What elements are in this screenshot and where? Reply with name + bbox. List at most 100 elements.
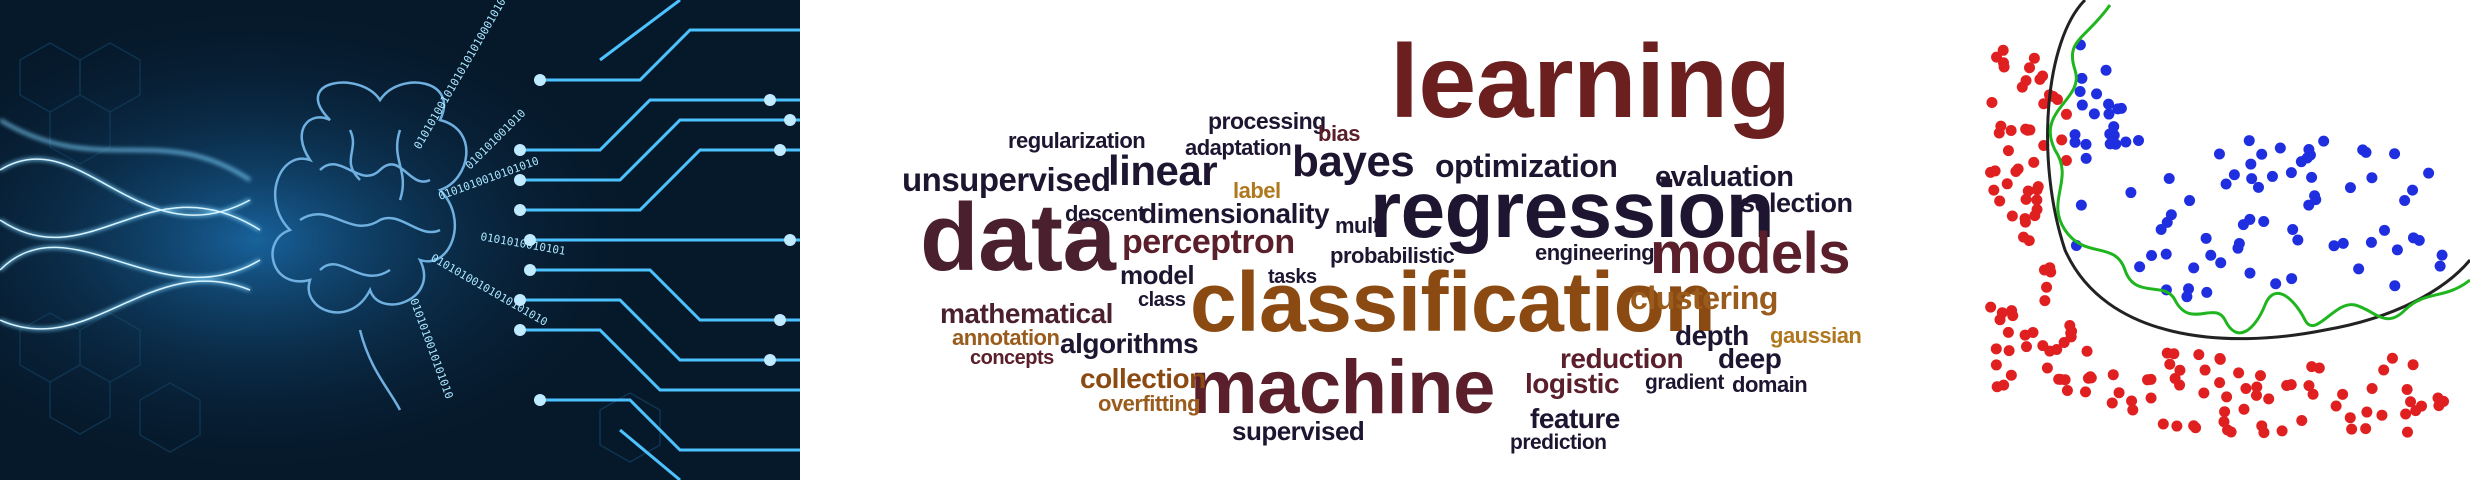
cloud-word: logistic bbox=[1525, 368, 1620, 399]
blue-class-point bbox=[2258, 216, 2270, 228]
blue-class-point bbox=[2112, 103, 2124, 115]
red-class-point bbox=[2145, 373, 2157, 385]
red-class-point bbox=[2169, 372, 2181, 384]
red-class-point bbox=[2010, 166, 2022, 178]
blue-class-point bbox=[2160, 248, 2172, 260]
red-class-point bbox=[2344, 412, 2356, 424]
cloud-word: regularization bbox=[1008, 128, 1146, 153]
blue-class-point bbox=[2389, 280, 2401, 292]
blue-class-point bbox=[2215, 257, 2227, 269]
red-class-point bbox=[2214, 353, 2226, 365]
cloud-word: machine bbox=[1190, 345, 1495, 430]
cloud-word: perceptron bbox=[1122, 223, 1295, 261]
red-class-point bbox=[2400, 408, 2412, 420]
blue-class-point bbox=[2220, 178, 2232, 190]
red-class-point bbox=[2005, 124, 2017, 136]
blue-class-point bbox=[2286, 273, 2298, 285]
red-class-point bbox=[1989, 165, 2001, 177]
blue-class-point bbox=[2201, 286, 2213, 298]
red-class-point bbox=[2006, 210, 2018, 222]
red-class-point bbox=[2031, 194, 2043, 206]
red-class-point bbox=[2240, 383, 2252, 395]
cloud-word: bias bbox=[1318, 121, 1361, 146]
blue-class-point bbox=[2344, 182, 2356, 194]
blue-class-point bbox=[2213, 148, 2225, 160]
red-class-point bbox=[2164, 358, 2176, 370]
cloud-word: domain bbox=[1732, 372, 1808, 397]
red-class-point bbox=[2113, 387, 2125, 399]
red-class-point bbox=[2337, 388, 2349, 400]
red-class-point bbox=[2039, 295, 2051, 307]
blue-class-point bbox=[2165, 209, 2177, 221]
blue-class-point bbox=[2244, 267, 2256, 279]
cloud-word: descent bbox=[1065, 201, 1145, 226]
red-class-point bbox=[2188, 420, 2200, 432]
blue-class-point bbox=[2069, 129, 2081, 141]
blue-class-point bbox=[2413, 234, 2425, 246]
cloud-word: evaluation bbox=[1655, 161, 1794, 193]
blue-class-point bbox=[2407, 184, 2419, 196]
blue-class-point bbox=[2274, 142, 2286, 154]
red-class-point bbox=[2107, 369, 2119, 381]
blue-class-point bbox=[2353, 263, 2365, 275]
cloud-word: gradient bbox=[1645, 371, 1724, 394]
blue-class-point bbox=[2246, 173, 2258, 185]
blue-class-point bbox=[2285, 167, 2297, 179]
blue-class-point bbox=[2228, 169, 2240, 181]
blue-class-point bbox=[2074, 86, 2086, 98]
red-class-point bbox=[2296, 414, 2308, 426]
blue-class-point bbox=[2318, 135, 2330, 147]
red-class-point bbox=[2038, 98, 2050, 110]
red-class-point bbox=[2106, 397, 2118, 409]
red-class-point bbox=[2219, 406, 2231, 418]
red-class-point bbox=[2061, 384, 2073, 396]
red-class-point bbox=[2346, 423, 2358, 435]
blue-class-point bbox=[2100, 64, 2112, 76]
blue-class-point bbox=[2103, 98, 2115, 110]
cloud-word: models bbox=[1650, 221, 1851, 286]
red-class-point bbox=[2405, 396, 2417, 408]
red-class-point bbox=[2002, 326, 2014, 338]
cloud-word: depth bbox=[1675, 320, 1749, 351]
blue-class-point bbox=[2256, 148, 2268, 160]
blue-class-point bbox=[2243, 135, 2255, 147]
blue-class-point bbox=[2103, 108, 2115, 120]
red-class-point bbox=[2041, 362, 2053, 374]
cloud-word: reduction bbox=[1560, 343, 1684, 374]
blue-class-point bbox=[2200, 232, 2212, 244]
blue-class-point bbox=[2310, 194, 2322, 206]
overfit-decision-boundary bbox=[2048, 4, 2470, 335]
blue-class-point bbox=[2301, 152, 2313, 164]
blue-class-point bbox=[2328, 240, 2340, 252]
red-class-point bbox=[1994, 314, 2006, 326]
red-class-point bbox=[2003, 345, 2015, 357]
red-class-point bbox=[2313, 362, 2325, 374]
red-class-point bbox=[2221, 391, 2233, 403]
blue-class-point bbox=[2188, 262, 2200, 274]
red-class-point bbox=[2225, 426, 2237, 438]
red-class-point bbox=[2060, 154, 2072, 166]
red-class-point bbox=[2018, 231, 2030, 243]
red-class-point bbox=[2376, 409, 2388, 421]
red-class-point bbox=[2360, 423, 2372, 435]
classification-scatter-plot bbox=[1975, 0, 2470, 440]
red-class-point bbox=[2198, 387, 2210, 399]
red-class-point bbox=[2416, 400, 2428, 412]
red-class-point bbox=[2001, 178, 2013, 190]
red-class-point bbox=[2251, 381, 2263, 393]
red-class-point bbox=[2031, 203, 2043, 215]
blue-class-point bbox=[2360, 146, 2372, 158]
blue-class-point bbox=[2076, 72, 2088, 84]
red-class-point bbox=[2174, 364, 2186, 376]
cloud-word: gaussian bbox=[1770, 323, 1862, 348]
blue-class-point bbox=[2088, 108, 2100, 120]
red-class-point bbox=[1994, 195, 2006, 207]
red-class-point bbox=[2145, 392, 2157, 404]
red-class-point bbox=[2005, 369, 2017, 381]
blue-class-point bbox=[2303, 143, 2315, 155]
cloud-word: linear bbox=[1108, 147, 1218, 194]
red-class-point bbox=[2199, 364, 2211, 376]
blue-class-point bbox=[2365, 236, 2377, 248]
blue-class-point bbox=[2423, 167, 2435, 179]
cloud-word: prediction bbox=[1510, 431, 1607, 454]
